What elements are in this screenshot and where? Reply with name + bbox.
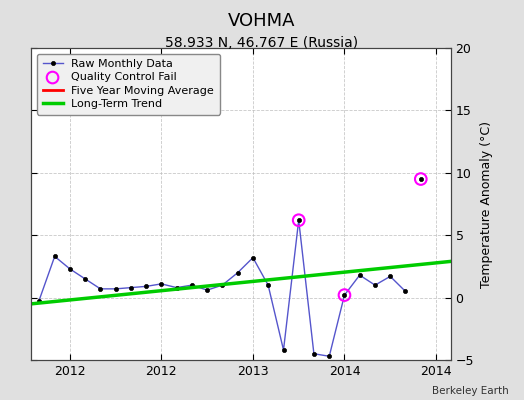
Raw Monthly Data xyxy=(265,283,271,288)
Raw Monthly Data xyxy=(387,274,394,279)
Quality Control Fail xyxy=(294,217,303,224)
Raw Monthly Data xyxy=(36,299,42,304)
Text: 58.933 N, 46.767 E (Russia): 58.933 N, 46.767 E (Russia) xyxy=(166,36,358,50)
Raw Monthly Data xyxy=(356,273,363,278)
Raw Monthly Data xyxy=(311,351,317,356)
Raw Monthly Data xyxy=(158,282,165,286)
Raw Monthly Data xyxy=(372,283,378,288)
Text: VOHMA: VOHMA xyxy=(228,12,296,30)
Text: Berkeley Earth: Berkeley Earth xyxy=(432,386,508,396)
Raw Monthly Data xyxy=(113,286,119,291)
Raw Monthly Data xyxy=(82,276,88,281)
Raw Monthly Data xyxy=(143,284,149,289)
Raw Monthly Data xyxy=(67,266,73,271)
Raw Monthly Data xyxy=(128,285,134,290)
Raw Monthly Data xyxy=(173,285,180,290)
Line: Raw Monthly Data: Raw Monthly Data xyxy=(37,218,408,358)
Raw Monthly Data xyxy=(326,354,332,359)
Raw Monthly Data xyxy=(235,270,241,275)
Raw Monthly Data xyxy=(402,289,409,294)
Raw Monthly Data xyxy=(97,286,104,291)
Quality Control Fail xyxy=(340,292,348,298)
Raw Monthly Data xyxy=(189,283,195,288)
Raw Monthly Data xyxy=(280,348,287,352)
Raw Monthly Data xyxy=(341,293,347,298)
Raw Monthly Data xyxy=(296,218,302,223)
Raw Monthly Data xyxy=(250,255,256,260)
Y-axis label: Temperature Anomaly (°C): Temperature Anomaly (°C) xyxy=(479,120,493,288)
Raw Monthly Data xyxy=(219,283,225,288)
Raw Monthly Data xyxy=(204,288,210,292)
Legend: Raw Monthly Data, Quality Control Fail, Five Year Moving Average, Long-Term Tren: Raw Monthly Data, Quality Control Fail, … xyxy=(37,54,220,115)
Quality Control Fail xyxy=(417,176,425,182)
Raw Monthly Data xyxy=(51,254,58,259)
